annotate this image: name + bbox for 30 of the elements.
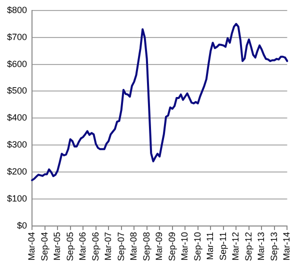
x-tick-label: Mar-05 (52, 232, 62, 260)
y-tick-label: $700 (6, 32, 28, 42)
x-tick-label: Sep-13 (268, 232, 279, 262)
x-tick-label: Sep-09 (166, 232, 177, 262)
y-tick-label: $200 (6, 166, 28, 177)
x-tick-label: Sep-06 (90, 232, 100, 262)
y-tick-label: $300 (6, 140, 28, 150)
x-tick-label: Mar-06 (78, 232, 88, 260)
y-tick-label: $600 (6, 58, 28, 69)
y-tick-label: $100 (6, 194, 28, 204)
x-tick-label: Mar-10 (180, 232, 190, 260)
x-tick-label: Sep-08 (141, 232, 152, 262)
x-tick-label: Sep-12 (243, 232, 254, 262)
y-tick-label: $500 (6, 86, 28, 96)
x-tick-label: Sep-10 (192, 232, 202, 262)
x-tick-label: Sep-07 (116, 232, 126, 262)
x-tick-label: Sep-04 (39, 232, 50, 262)
x-tick-label: Mar-12 (230, 232, 241, 260)
x-tick-label: Mar-13 (256, 232, 266, 260)
y-tick-label: $0 (17, 220, 28, 230)
y-tick-label: $400 (6, 112, 28, 123)
y-tick-label: $800 (6, 4, 28, 15)
x-tick-label: Mar-11 (205, 232, 216, 260)
x-tick-label: Mar-14 (282, 232, 292, 260)
x-tick-label: Sep-05 (64, 232, 75, 262)
x-tick-label: Mar-08 (128, 232, 139, 260)
x-tick-label: Mar-07 (103, 232, 114, 260)
x-tick-label: Mar-09 (154, 232, 164, 260)
x-tick-label: Sep-11 (218, 232, 228, 260)
x-tick-label: Mar-04 (26, 232, 37, 260)
